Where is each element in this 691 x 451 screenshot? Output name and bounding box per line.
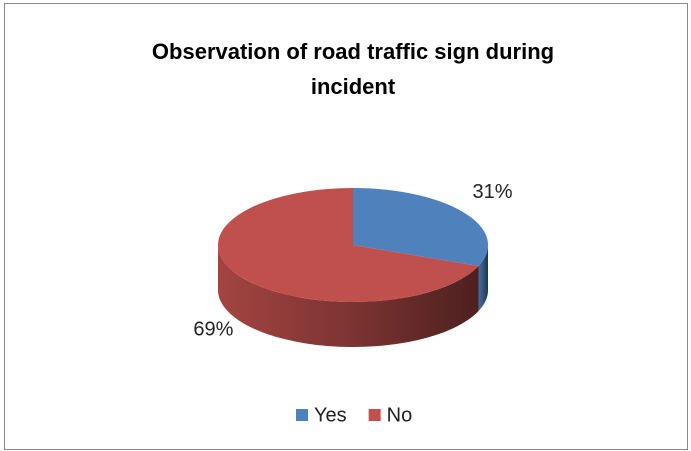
slice [353,188,489,266]
slice-side-shade [478,245,488,311]
legend-label: Yes [314,404,347,426]
legend-swatch [296,409,308,421]
chart-title: Observation of road traffic sign during … [151,39,555,99]
data-label: 31% [473,181,513,203]
data-label: 69% [193,318,233,340]
slice-side-shade [217,245,479,348]
slice [218,188,479,303]
legend-swatch [368,409,381,421]
legend-label: No [387,404,413,426]
